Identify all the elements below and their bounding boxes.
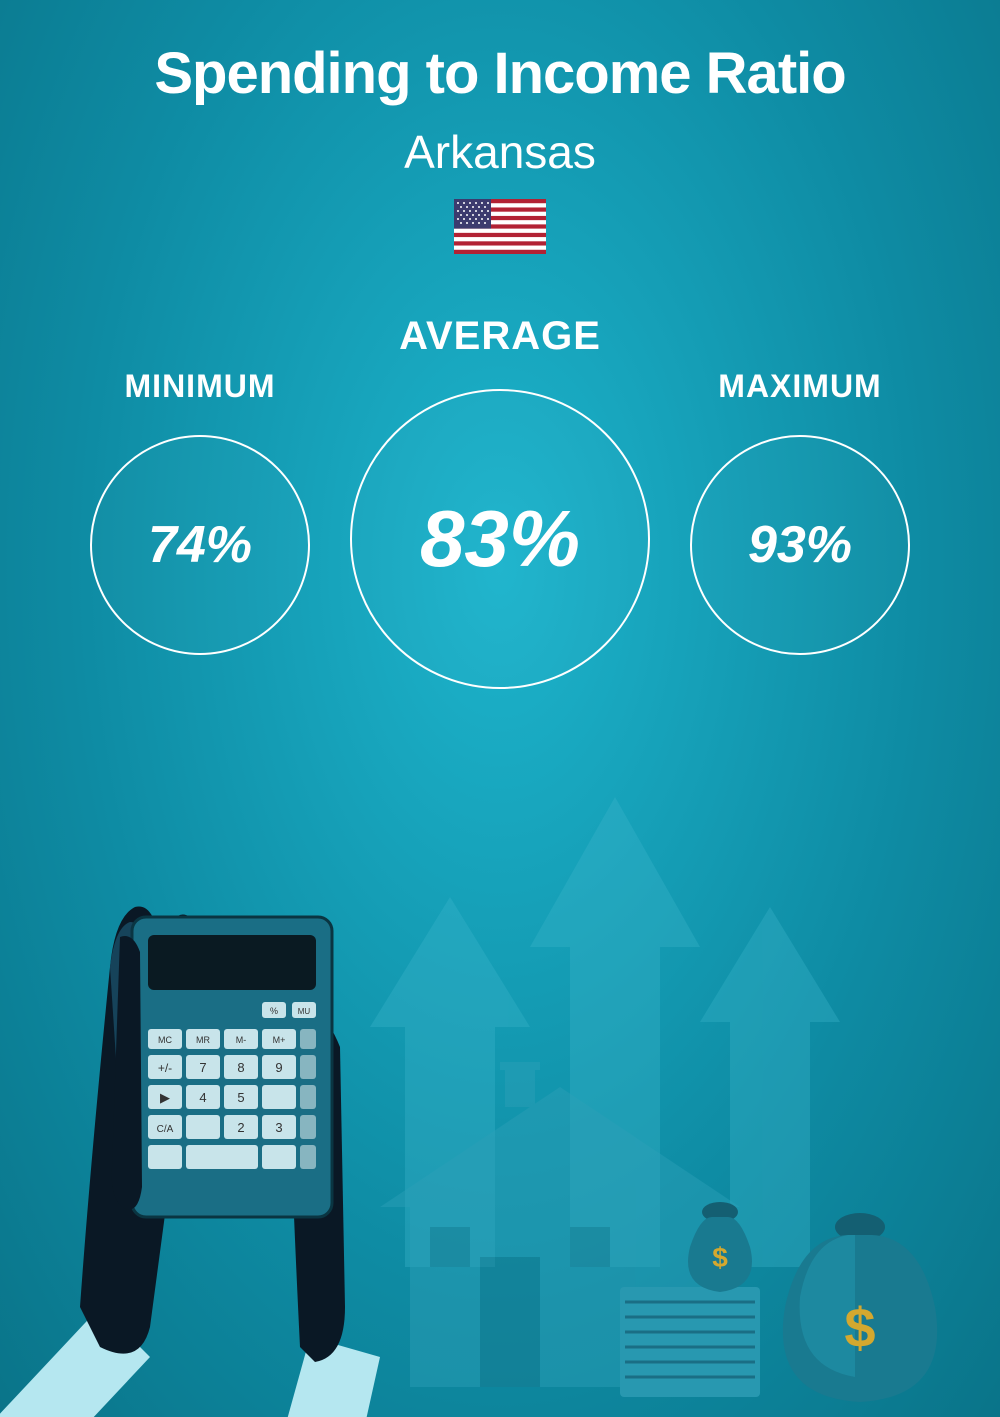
cash-stack-icon xyxy=(620,1287,760,1397)
illustration-area: $ $ % xyxy=(0,767,1000,1417)
svg-text:M+: M+ xyxy=(273,1035,286,1045)
stat-average-circle: 83% xyxy=(350,389,650,689)
svg-text:5: 5 xyxy=(237,1090,244,1105)
stat-minimum: MINIMUM 74% xyxy=(90,368,310,655)
svg-text:+/-: +/- xyxy=(158,1061,172,1075)
stat-minimum-value: 74% xyxy=(148,515,252,575)
svg-text:2: 2 xyxy=(237,1120,244,1135)
svg-text:MC: MC xyxy=(158,1035,172,1045)
svg-text:%: % xyxy=(270,1006,278,1016)
stat-maximum: MAXIMUM 93% xyxy=(690,368,910,655)
stat-maximum-label: MAXIMUM xyxy=(718,368,881,405)
svg-text:MR: MR xyxy=(196,1035,210,1045)
svg-text:8: 8 xyxy=(237,1060,244,1075)
stats-row: MINIMUM 74% AVERAGE 83% MAXIMUM 93% xyxy=(0,314,1000,689)
svg-text:3: 3 xyxy=(275,1120,282,1135)
hands-calculator-icon: % MU MC MR M- M+ +/- 7 8 xyxy=(0,907,380,1417)
svg-text:M-: M- xyxy=(236,1035,247,1045)
svg-text:MU: MU xyxy=(298,1007,311,1016)
page-subtitle: Arkansas xyxy=(0,125,1000,179)
stat-minimum-circle: 74% xyxy=(90,435,310,655)
stat-maximum-value: 93% xyxy=(748,515,852,575)
svg-text:$: $ xyxy=(844,1296,875,1359)
svg-text:4: 4 xyxy=(199,1090,206,1105)
svg-text:▶: ▶ xyxy=(160,1090,170,1105)
page-title: Spending to Income Ratio xyxy=(0,40,1000,107)
header: Spending to Income Ratio Arkansas xyxy=(0,0,1000,254)
us-flag-icon xyxy=(454,199,546,254)
svg-text:C/A: C/A xyxy=(157,1124,174,1135)
svg-text:7: 7 xyxy=(199,1060,206,1075)
stat-average-label: AVERAGE xyxy=(399,314,601,359)
stat-average-value: 83% xyxy=(420,493,580,585)
stat-average: AVERAGE 83% xyxy=(350,314,650,689)
svg-text:$: $ xyxy=(712,1242,728,1273)
svg-text:9: 9 xyxy=(275,1060,282,1075)
stat-maximum-circle: 93% xyxy=(690,435,910,655)
stat-minimum-label: MINIMUM xyxy=(125,368,276,405)
